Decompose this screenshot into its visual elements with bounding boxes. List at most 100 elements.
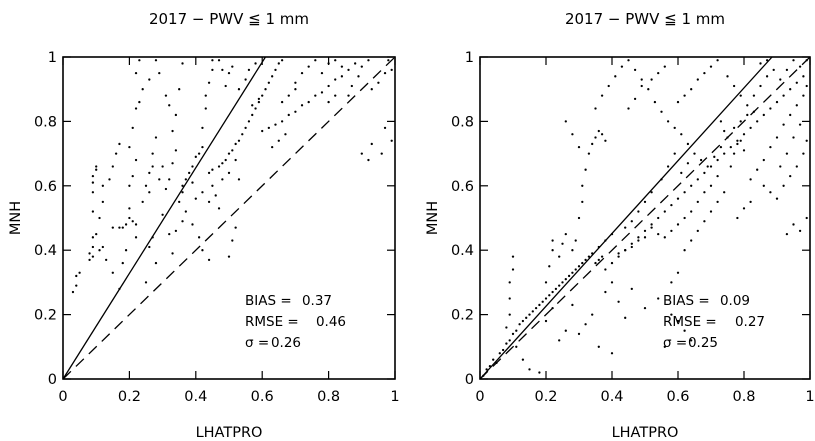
right-scatter-point	[789, 88, 792, 91]
right-scatter-point	[488, 364, 492, 368]
left-scatter-point	[340, 65, 344, 68]
right-scatter-point	[762, 158, 765, 162]
left-scatter-point	[181, 220, 184, 223]
left-scatter-point	[204, 107, 207, 110]
left-scatter-point	[221, 178, 224, 181]
right-scatter-point	[521, 358, 525, 361]
right-rmse-value: 0.27	[735, 314, 765, 330]
right-scatter-point	[508, 313, 511, 316]
right-scatter-point	[508, 297, 511, 300]
left-scatter-point	[307, 65, 310, 68]
right-scatter-point	[802, 75, 805, 78]
left-scatter-point	[131, 220, 134, 223]
right-scatter-point	[719, 146, 723, 149]
right-scatter-point	[802, 94, 805, 97]
left-y-ticks: 0 0.2 0.4 0.6 0.8 1	[34, 50, 395, 388]
left-scatter-point	[294, 81, 297, 84]
left-scatter-point	[334, 94, 337, 97]
right-scatter-point	[795, 104, 798, 107]
right-scatter-point	[515, 345, 518, 348]
left-scatter-point	[234, 226, 237, 229]
right-scatter-point	[686, 162, 690, 165]
left-scatter-point	[320, 71, 324, 75]
left-y-tick-label: 0.8	[34, 114, 57, 130]
right-y-tick-label: 0.4	[451, 243, 474, 259]
right-scatter-point	[584, 323, 587, 326]
right-scatter-point	[742, 149, 746, 152]
right-scatter-point	[554, 287, 558, 290]
right-scatter-point	[567, 274, 571, 278]
left-scatter-point	[224, 158, 227, 162]
left-scatter-point	[201, 191, 204, 194]
left-bias-value: 0.37	[302, 293, 332, 309]
left-scatter-point	[211, 168, 214, 171]
left-plot-frame	[62, 56, 396, 380]
left-scatter-point	[197, 236, 201, 239]
right-scatter-point	[633, 97, 637, 101]
right-scatter-point	[544, 319, 548, 323]
left-scatter-point	[118, 142, 121, 146]
right-scatter-point	[515, 329, 518, 332]
left-scatter-point	[251, 104, 254, 107]
left-scatter-point	[347, 94, 350, 97]
left-scatter-point	[204, 94, 207, 97]
left-scatter-point	[261, 94, 264, 97]
left-scatter-point	[154, 261, 158, 265]
left-scatter-point	[118, 226, 121, 229]
right-scatter-point	[690, 210, 693, 213]
left-scatter-point	[121, 226, 124, 229]
left-scatter-point	[254, 107, 257, 110]
right-scatter-point	[548, 265, 551, 268]
right-scatter-point	[624, 316, 627, 319]
left-scatter-point	[237, 88, 241, 91]
right-scatter-point	[663, 345, 666, 348]
right-chart-title: 2017 − PWV ≦ 1 mm	[565, 10, 725, 28]
left-scatter-point	[138, 100, 141, 104]
right-scatter-point	[617, 255, 620, 258]
left-scatter-point	[251, 113, 254, 117]
left-scatter-point	[377, 81, 380, 84]
right-scatter-point	[673, 152, 676, 155]
left-scatter-point	[174, 113, 178, 117]
right-scatter-point	[558, 284, 561, 287]
right-scatter-point	[706, 165, 709, 168]
right-scatter-point	[653, 100, 657, 104]
right-scatter-point	[709, 184, 713, 187]
right-scatter-point	[610, 261, 614, 265]
right-scatter-point	[571, 303, 574, 307]
right-scatter-point	[591, 252, 594, 255]
right-scatter-point	[624, 226, 627, 229]
left-chart-title: 2017 − PWV ≦ 1 mm	[149, 10, 309, 28]
right-scatter-point	[577, 146, 581, 149]
right-scatter-point	[511, 255, 515, 258]
right-scatter-point	[594, 107, 597, 110]
left-scatter-point	[280, 120, 284, 123]
right-scatter-point	[637, 239, 640, 242]
right-scatter-point	[703, 171, 706, 175]
right-scatter-point	[657, 232, 660, 236]
left-scatter-point	[134, 223, 138, 226]
left-scatter-point	[128, 184, 131, 187]
left-y-axis-label: MNH	[8, 201, 24, 235]
left-scatter-point	[247, 120, 251, 123]
right-scatter-point	[670, 313, 673, 316]
left-scatter-point	[227, 71, 231, 75]
left-scatter-point	[354, 62, 357, 65]
left-scatter-point	[370, 142, 373, 146]
right-scatter-point	[551, 239, 554, 242]
left-scatter-point	[234, 142, 237, 146]
right-sigma-label: σ =	[663, 335, 687, 351]
left-scatter-point	[390, 139, 393, 142]
right-scatter-point	[584, 168, 587, 171]
right-scatter-point	[666, 120, 670, 123]
right-scatter-point	[719, 120, 723, 123]
left-scatter-point	[108, 178, 111, 181]
right-scatter-point	[792, 136, 795, 139]
right-bias-label: BIAS =	[663, 293, 710, 309]
right-scatter-point	[769, 146, 772, 149]
right-scatter-point	[690, 184, 693, 187]
right-scatter-point	[647, 88, 650, 91]
left-scatter-point	[124, 223, 128, 226]
right-scatter-point	[498, 352, 501, 355]
